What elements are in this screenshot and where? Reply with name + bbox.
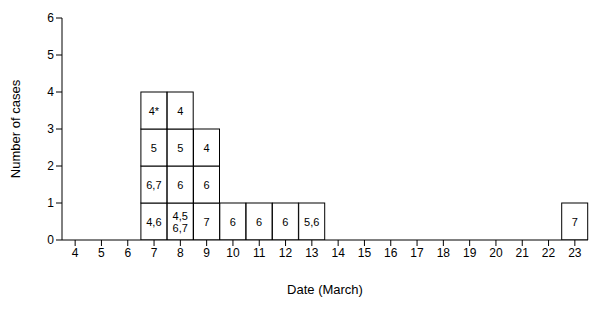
svg-text:4,56,7: 4,56,7: [173, 210, 188, 234]
svg-text:22: 22: [542, 246, 556, 260]
svg-text:17: 17: [410, 246, 424, 260]
svg-text:18: 18: [437, 246, 451, 260]
svg-text:4: 4: [72, 246, 79, 260]
svg-text:19: 19: [463, 246, 477, 260]
svg-text:7: 7: [572, 216, 578, 228]
svg-text:1: 1: [47, 196, 54, 210]
svg-text:Date (March): Date (March): [287, 282, 363, 297]
svg-text:6: 6: [256, 216, 262, 228]
svg-text:6: 6: [203, 179, 209, 191]
svg-text:Number of cases: Number of cases: [8, 79, 23, 178]
svg-text:9: 9: [203, 246, 210, 260]
svg-text:23: 23: [568, 246, 582, 260]
svg-text:14: 14: [331, 246, 345, 260]
svg-text:8: 8: [177, 246, 184, 260]
svg-text:12: 12: [279, 246, 293, 260]
svg-text:4*: 4*: [149, 105, 160, 117]
svg-text:7: 7: [203, 216, 209, 228]
svg-text:13: 13: [305, 246, 319, 260]
svg-text:15: 15: [358, 246, 372, 260]
svg-text:4: 4: [47, 85, 54, 99]
svg-text:3: 3: [47, 122, 54, 136]
svg-text:5: 5: [151, 142, 157, 154]
svg-text:6: 6: [177, 179, 183, 191]
svg-text:11: 11: [253, 246, 266, 260]
svg-text:6: 6: [47, 11, 54, 25]
svg-text:4,6: 4,6: [146, 216, 161, 228]
svg-text:2: 2: [47, 159, 54, 173]
svg-text:4: 4: [203, 142, 209, 154]
svg-text:5: 5: [98, 246, 105, 260]
svg-text:10: 10: [226, 246, 240, 260]
svg-text:20: 20: [489, 246, 503, 260]
svg-text:5: 5: [177, 142, 183, 154]
svg-text:6,7: 6,7: [146, 179, 161, 191]
svg-text:6: 6: [124, 246, 131, 260]
svg-text:0: 0: [47, 233, 54, 247]
svg-text:4: 4: [177, 105, 183, 117]
svg-text:7: 7: [151, 246, 158, 260]
svg-text:5: 5: [47, 48, 54, 62]
svg-text:5,6: 5,6: [304, 216, 319, 228]
svg-text:6: 6: [282, 216, 288, 228]
svg-text:6: 6: [230, 216, 236, 228]
svg-text:16: 16: [384, 246, 398, 260]
svg-text:21: 21: [516, 246, 530, 260]
